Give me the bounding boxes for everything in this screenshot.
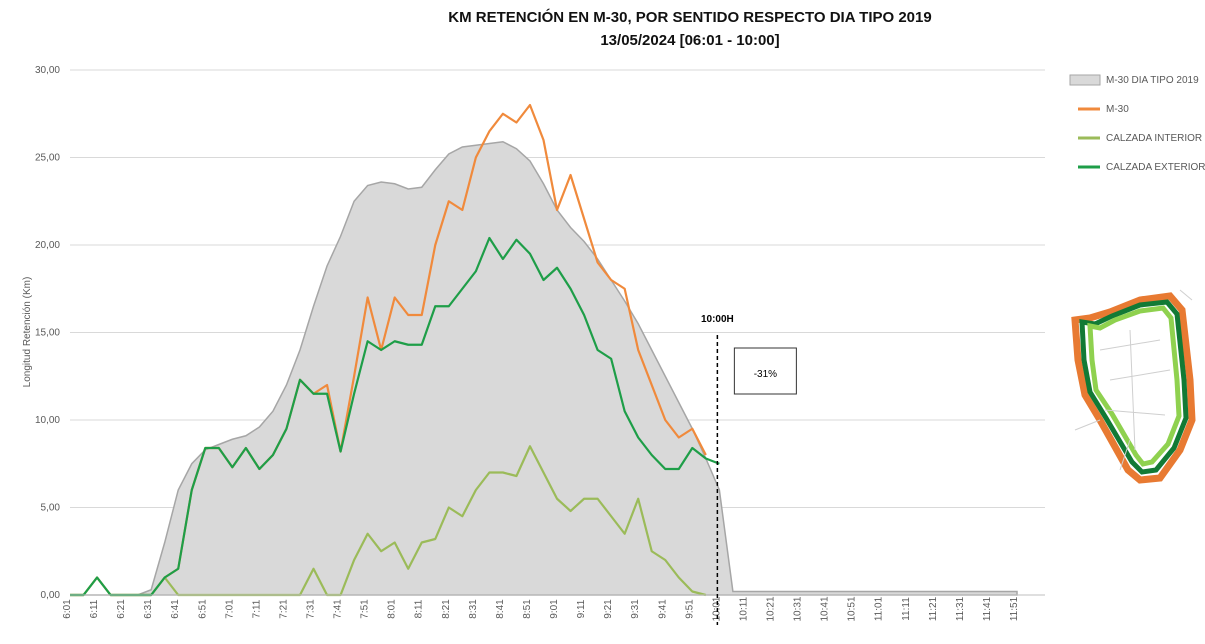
legend-label: M-30 DIA TIPO 2019 [1106,75,1199,86]
map-exterior [1079,299,1189,475]
legend-swatch [1069,74,1101,86]
x-tick-label: 6:11 [89,599,100,618]
legend-label: CALZADA INTERIOR [1106,133,1202,144]
x-tick-label: 10:51 [847,596,858,621]
x-tick-label: 8:51 [522,599,533,619]
legend-label: M-30 [1106,104,1129,115]
y-tick-label: 30,00 [35,65,60,76]
x-tick-label: 10:41 [820,596,831,621]
x-tick-label: 8:31 [468,599,479,619]
y-tick-label: 15,00 [35,328,60,339]
map-interior [1087,305,1182,467]
y-tick-label: 5,00 [41,503,61,514]
annotation-label: 10:00H [701,314,734,325]
x-tick-label: 9:41 [657,599,668,619]
x-tick-label: 9:31 [630,599,641,619]
line [70,445,707,597]
x-tick-label: 11:11 [901,597,912,621]
map-streets [1074,289,1193,471]
x-tick-label: 6:41 [170,599,181,619]
x-tick-label: 11:01 [874,596,885,621]
chart-title: KM RETENCIÓN EN M-30, POR SENTIDO RESPEC… [448,8,931,26]
x-tick-label: 9:01 [549,599,560,619]
x-tick-label: 11:51 [1009,596,1020,621]
x-tick-label: 7:11 [251,599,262,618]
annotation-value: -31% [754,369,777,380]
y-axis-label: Longitud Retención (Km) [22,277,33,388]
x-tick-label: 9:51 [684,599,695,619]
x-tick-label: 11:21 [928,596,939,621]
x-tick-label: 9:21 [603,599,614,619]
x-tick-label: 11:31 [955,596,966,621]
y-tick-label: 20,00 [35,240,60,251]
x-tick-label: 6:21 [116,599,127,619]
x-tick-label: 10:21 [765,596,776,621]
x-tick-label: 10:11 [738,596,749,621]
x-tick-label: 7:51 [360,599,371,619]
x-tick-label: 9:11 [576,599,587,618]
x-tick-label: 10:31 [793,596,804,621]
x-tick-label: 7:01 [224,599,235,619]
line [70,236,720,597]
y-tick-label: 0,00 [41,590,61,601]
chart-subtitle: 13/05/2024 [06:01 - 10:00] [600,32,779,49]
legend-label: CALZADA EXTERIOR [1106,162,1205,173]
x-tick-label: 8:21 [441,599,452,619]
x-tick-label: 8:41 [495,599,506,619]
map-outer [1071,292,1196,484]
annotation-box [733,347,797,395]
x-tick-label: 6:01 [62,599,73,619]
x-tick-label: 11:41 [982,596,993,621]
y-tick-label: 10,00 [35,415,60,426]
area [70,140,1018,596]
network-map [1071,289,1196,484]
x-tick-label: 7:41 [333,599,344,619]
x-tick-label: 7:21 [278,599,289,619]
x-tick-label: 8:01 [387,599,398,619]
x-tick-label: 7:31 [306,599,317,619]
x-tick-label: 6:31 [143,599,154,619]
x-tick-label: 8:11 [414,599,425,618]
x-tick-label: 6:51 [197,599,208,619]
y-tick-label: 25,00 [35,153,60,164]
